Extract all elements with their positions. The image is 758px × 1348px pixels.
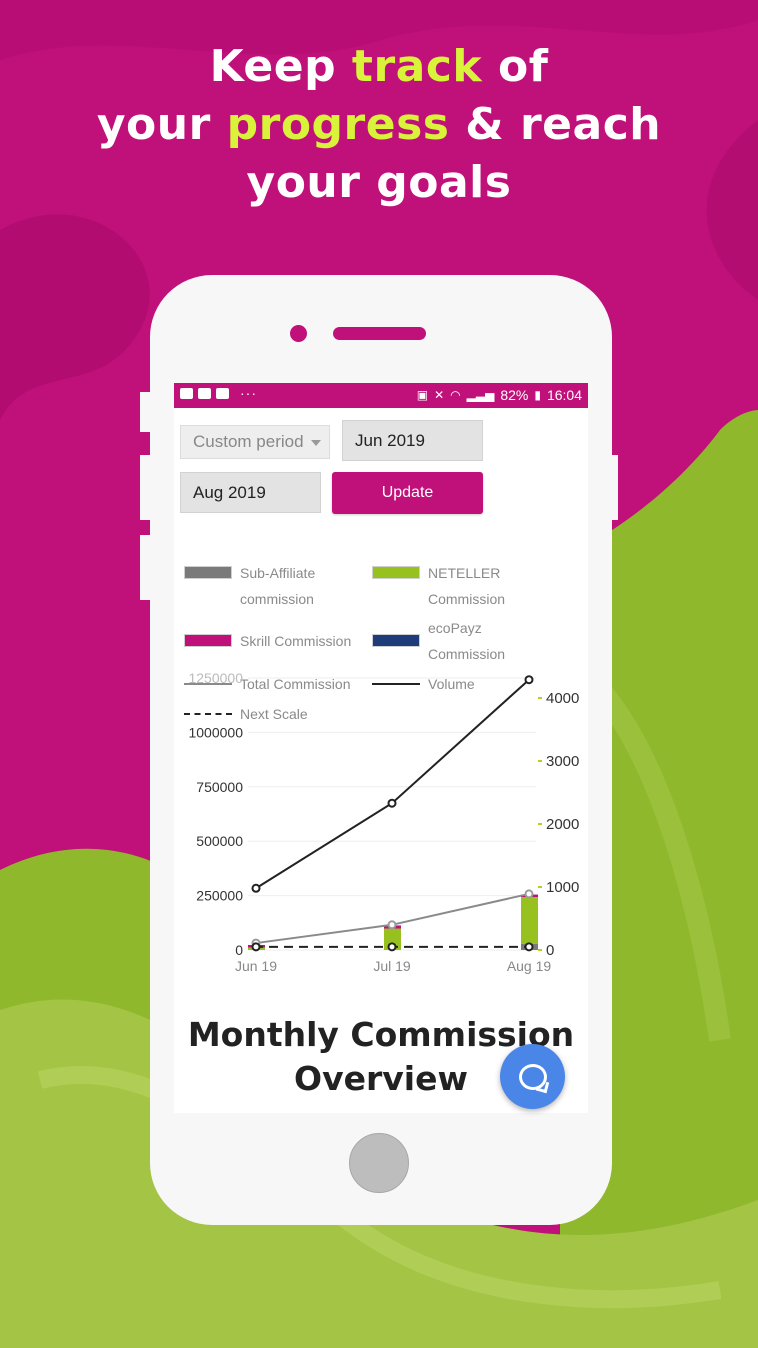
series-point — [524, 942, 534, 952]
series-point — [524, 675, 534, 685]
legend-ecopayz[interactable]: ecoPayz Commission — [372, 615, 572, 667]
nfc-icon: ▣ — [416, 388, 429, 402]
signal-icon: ▂▃▅ — [466, 388, 495, 402]
y-left-tick-label: 250000 — [196, 888, 243, 904]
legend-total-commission[interactable]: Total Commission — [184, 671, 374, 697]
y-right-tick-label: 1000 — [546, 879, 579, 896]
swatch — [184, 713, 232, 715]
swatch — [184, 683, 232, 685]
series-point — [251, 942, 261, 952]
y-right-tick-label: 3000 — [546, 753, 579, 770]
y-left-tick-label: 1250000 — [188, 673, 243, 686]
x-tick-label: Jun 19 — [235, 958, 277, 974]
headline: Keep track of your progress & reach your… — [0, 38, 758, 212]
series-point — [387, 942, 397, 952]
battery-level: 82% — [500, 387, 529, 403]
chat-bubble-icon — [518, 1063, 549, 1093]
update-button[interactable]: Update — [332, 472, 483, 514]
y-left-tick-label: 750000 — [196, 779, 243, 795]
swatch — [184, 566, 232, 579]
swatch — [372, 683, 420, 685]
series-point — [387, 920, 397, 930]
image-icon — [180, 388, 193, 399]
legend-volume[interactable]: Volume — [372, 671, 572, 697]
legend-label: Volume — [428, 676, 475, 692]
to-date-value: Aug 2019 — [193, 482, 266, 502]
from-date-field[interactable]: Jun 2019 — [342, 420, 483, 461]
phone-side-button — [140, 455, 150, 520]
phone-side-button — [140, 535, 150, 600]
legend-label: Sub-Affiliate commission — [240, 565, 316, 607]
bar-segment — [521, 897, 538, 944]
y-left-tick-label: 1000000 — [188, 724, 243, 740]
youtube-icon — [198, 388, 211, 399]
legend-neteller[interactable]: NETELLER Commission — [372, 560, 572, 612]
legend-label: ecoPayz Commission — [428, 620, 506, 662]
legend-label: Next Scale — [240, 706, 308, 722]
headline-line-2: your progress & reach — [96, 99, 662, 150]
headline-line-3: your goals — [246, 157, 512, 208]
from-date-value: Jun 2019 — [355, 430, 425, 450]
y-right-tick-label: 0 — [546, 942, 554, 959]
series-point — [387, 798, 397, 808]
series-point — [251, 883, 261, 893]
phone-side-button — [140, 392, 150, 432]
chevron-down-icon — [311, 440, 321, 446]
battery-icon: ▮ — [534, 388, 541, 402]
period-select[interactable]: Custom period — [180, 425, 330, 459]
folder-icon — [216, 388, 229, 399]
series-point — [524, 889, 534, 899]
more-notifications-icon: ··· — [240, 385, 257, 401]
phone-side-button — [608, 455, 618, 520]
clock: 16:04 — [546, 387, 582, 403]
y-left-tick-label: 0 — [235, 942, 243, 958]
y-right-tick-label: 2000 — [546, 816, 579, 833]
swatch — [372, 634, 420, 647]
commission-chart: 0 250000 500000 750000 1000000 1250000 0 1000 20… — [188, 673, 579, 974]
headline-line-1: Keep track of — [209, 41, 549, 92]
legend-next-scale[interactable]: Next Scale — [184, 701, 374, 727]
legend-label: Total Commission — [240, 676, 351, 692]
y-left-tick-label: 500000 — [196, 833, 243, 849]
legend-skrill[interactable]: Skrill Commission — [184, 628, 374, 654]
swatch — [372, 566, 420, 579]
legend-sub-affiliate[interactable]: Sub-Affiliate commission — [184, 560, 364, 612]
x-tick-label: Jul 19 — [373, 958, 411, 974]
x-tick-label: Aug 19 — [507, 958, 552, 974]
page-title: Monthly Commission Overview — [187, 1015, 575, 1098]
series-line — [255, 678, 530, 890]
legend-label: Skrill Commission — [240, 633, 352, 649]
app-screen: ··· ▣ ✕ ◠ ▂▃▅ 82% ▮ 16:04 Custom period … — [174, 383, 588, 1113]
y-right-tick-label: 4000 — [546, 690, 579, 707]
mute-icon: ✕ — [434, 388, 445, 402]
status-bar: ··· ▣ ✕ ◠ ▂▃▅ 82% ▮ 16:04 — [174, 383, 588, 408]
wifi-icon: ◠ — [450, 388, 461, 402]
period-select-value: Custom period — [193, 432, 304, 451]
legend-label: NETELLER Commission — [428, 565, 506, 607]
camera-icon — [290, 325, 307, 342]
chat-button[interactable] — [500, 1044, 565, 1109]
speaker-grille — [333, 327, 426, 340]
swatch — [184, 634, 232, 647]
home-button[interactable] — [349, 1133, 409, 1193]
to-date-field[interactable]: Aug 2019 — [180, 472, 321, 513]
